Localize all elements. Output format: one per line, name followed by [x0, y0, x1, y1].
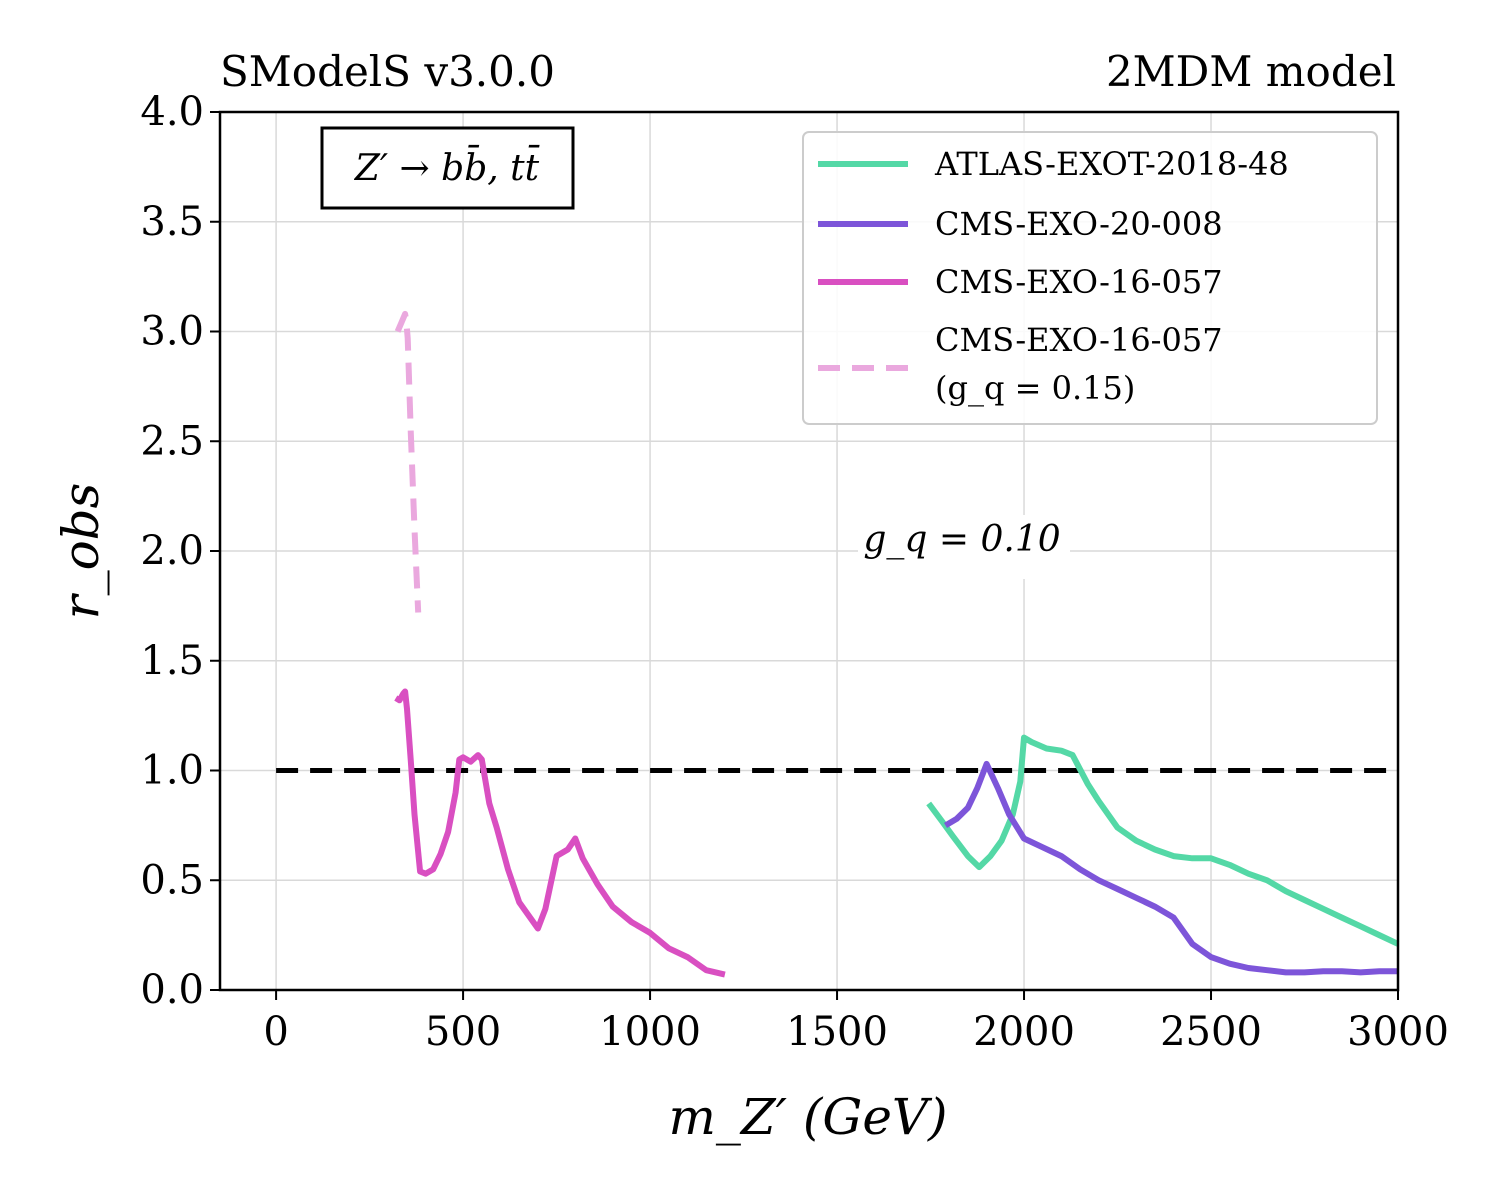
x-tick-label: 2500	[1160, 1009, 1262, 1055]
y-tick-label: 4.0	[140, 89, 204, 135]
legend-label: CMS-EXO-16-057 (g_q = 0.15)	[935, 321, 1223, 407]
legend-label-line: CMS-EXO-16-057	[935, 263, 1223, 301]
legend-label-line: CMS-EXO-16-057	[935, 321, 1223, 359]
y-tick-label: 3.5	[140, 199, 204, 245]
x-tick-label: 3000	[1347, 1009, 1449, 1055]
legend-label-line: ATLAS-EXOT-2018-48	[934, 145, 1289, 183]
series-line-3	[394, 310, 422, 613]
legend-label-line: (g_q = 0.15)	[935, 369, 1135, 407]
process-annotation-text: Z′ → bb̄, tt̄	[354, 145, 540, 189]
legend: ATLAS-EXOT-2018-48 CMS-EXO-20-008 CMS-EXO-…	[802, 131, 1378, 425]
process-annotation: Z′ → bb̄, tt̄	[320, 126, 575, 210]
x-tick-label: 500	[425, 1009, 501, 1055]
series-line-2	[394, 688, 726, 978]
legend-label-line: CMS-EXO-20-008	[935, 205, 1223, 243]
legend-label: ATLAS-EXOT-2018-48	[934, 145, 1289, 183]
software-version-label: SModelS v3.0.0	[220, 47, 555, 96]
y-tick-label: 2.5	[140, 418, 204, 464]
y-tick-label: 1.5	[140, 638, 204, 684]
coupling-annotation-text: g_q = 0.10	[863, 519, 1060, 560]
y-tick-label: 0.5	[140, 857, 204, 903]
y-axis-title: r_obs	[52, 483, 110, 620]
series-line-0	[926, 734, 1400, 947]
y-tick-label: 2.0	[140, 528, 204, 574]
legend-label: CMS-EXO-20-008	[935, 205, 1223, 243]
x-tick-label: 2000	[973, 1009, 1075, 1055]
legend-label: CMS-EXO-16-057	[935, 263, 1223, 301]
series-line-1	[943, 760, 1398, 976]
x-axis-title: m_Z′ (GeV)	[668, 1088, 947, 1146]
x-tick-label: 0	[263, 1009, 288, 1055]
x-tick-label: 1000	[599, 1009, 701, 1055]
y-tick-label: 0.0	[140, 967, 204, 1013]
coupling-annotation: g_q = 0.10	[858, 515, 1070, 579]
legend-frame	[802, 131, 1378, 425]
process-annotation-frame	[320, 126, 575, 210]
ticks: 0 500 1000 1500 2000 2500 3000 0.0 0.5 1.0 1.5 2.0 2…	[140, 89, 1449, 1055]
model-name-label: 2MDM model	[1106, 47, 1396, 96]
series-layer	[394, 310, 1400, 978]
y-tick-label: 3.0	[140, 309, 204, 355]
x-tick-label: 1500	[786, 1009, 888, 1055]
y-tick-label: 1.0	[140, 748, 204, 794]
coupling-annotation-bg	[858, 515, 1070, 579]
